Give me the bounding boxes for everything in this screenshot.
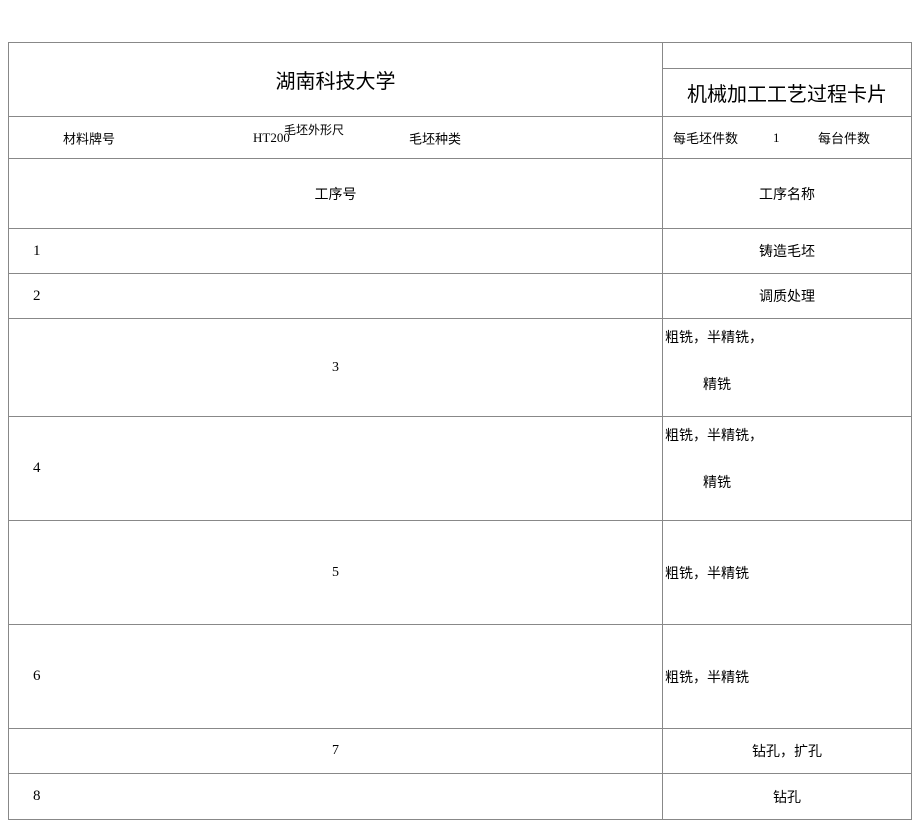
process-name-cell: 铸造毛坯: [663, 229, 911, 273]
process-row: 1 铸造毛坯: [9, 229, 911, 274]
process-no-header: 工序号: [315, 184, 357, 204]
process-no-header-cell: 工序号: [9, 159, 663, 228]
per-blank-label: 每毛坯件数: [673, 128, 738, 147]
material-left-cell: 材料牌号 毛坯外形尺 HT200 毛坯种类: [9, 117, 663, 158]
process-row: 6 粗铣，半精铣: [9, 625, 911, 729]
process-name: 铸造毛坯: [759, 241, 815, 261]
material-right-cell: 每毛坯件数 1 每台件数: [663, 117, 911, 158]
process-row: 4 粗铣，半精铣， 精铣: [9, 417, 911, 521]
process-name: 粗铣，半精铣，: [665, 425, 763, 445]
header-row: 湖南科技大学 机械加工工艺过程卡片: [9, 43, 911, 117]
process-no-cell: 5: [9, 521, 663, 624]
process-no: 4: [33, 460, 41, 477]
process-row: 3 粗铣，半精铣， 精铣: [9, 319, 911, 417]
process-name: 调质处理: [759, 286, 815, 306]
process-name-cell: 粗铣，半精铣: [663, 625, 911, 728]
process-no: 2: [33, 288, 41, 305]
process-no: 8: [33, 788, 41, 805]
process-no-cell: 6: [9, 625, 663, 728]
material-value: HT200: [253, 130, 290, 146]
process-name-sub: 精铣: [703, 472, 731, 492]
process-no: 7: [332, 743, 339, 759]
material-row: 材料牌号 毛坯外形尺 HT200 毛坯种类 每毛坯件数 1 每台件数: [9, 117, 911, 159]
card-title: 机械加工工艺过程卡片: [663, 69, 911, 116]
process-no-cell: 7: [9, 729, 663, 773]
process-name-sub: 精铣: [703, 374, 731, 394]
university-name: 湖南科技大学: [276, 65, 396, 94]
process-no: 1: [33, 243, 41, 260]
process-name: 粗铣，半精铣: [665, 667, 749, 687]
process-name-cell: 粗铣，半精铣， 精铣: [663, 319, 911, 416]
process-row: 7 钻孔，扩孔: [9, 729, 911, 774]
process-name-cell: 粗铣，半精铣， 精铣: [663, 417, 911, 520]
title-cell: 机械加工工艺过程卡片: [663, 43, 911, 116]
process-name: 粗铣，半精铣: [665, 563, 749, 583]
process-name-cell: 钻孔，扩孔: [663, 729, 911, 773]
process-no: 6: [33, 668, 41, 685]
process-name: 钻孔: [773, 787, 801, 807]
process-no-cell: 4: [9, 417, 663, 520]
process-row: 5 粗铣，半精铣: [9, 521, 911, 625]
per-unit-label: 每台件数: [818, 128, 870, 147]
process-row: 2 调质处理: [9, 274, 911, 319]
process-name-header: 工序名称: [759, 184, 815, 204]
process-no-cell: 8: [9, 774, 663, 819]
blank-type-label: 毛坯种类: [409, 128, 461, 147]
blank-size-label: 毛坯外形尺: [284, 121, 344, 138]
process-name: 粗铣，半精铣，: [665, 327, 763, 347]
process-no: 5: [332, 565, 339, 581]
process-name-header-cell: 工序名称: [663, 159, 911, 228]
process-no-cell: 3: [9, 319, 663, 416]
process-no: 3: [332, 360, 339, 376]
material-label: 材料牌号: [63, 128, 115, 147]
process-no-cell: 2: [9, 274, 663, 318]
process-name-cell: 调质处理: [663, 274, 911, 318]
per-blank-value: 1: [773, 130, 780, 146]
process-no-cell: 1: [9, 229, 663, 273]
process-card-table: 湖南科技大学 机械加工工艺过程卡片 材料牌号 毛坯外形尺 HT200 毛坯种类 …: [8, 42, 912, 820]
column-header-row: 工序号 工序名称: [9, 159, 911, 229]
title-top-blank: [663, 43, 911, 69]
university-cell: 湖南科技大学: [9, 43, 663, 116]
process-name-cell: 粗铣，半精铣: [663, 521, 911, 624]
process-name: 钻孔，扩孔: [752, 741, 822, 761]
process-name-cell: 钻孔: [663, 774, 911, 819]
process-row: 8 钻孔: [9, 774, 911, 819]
